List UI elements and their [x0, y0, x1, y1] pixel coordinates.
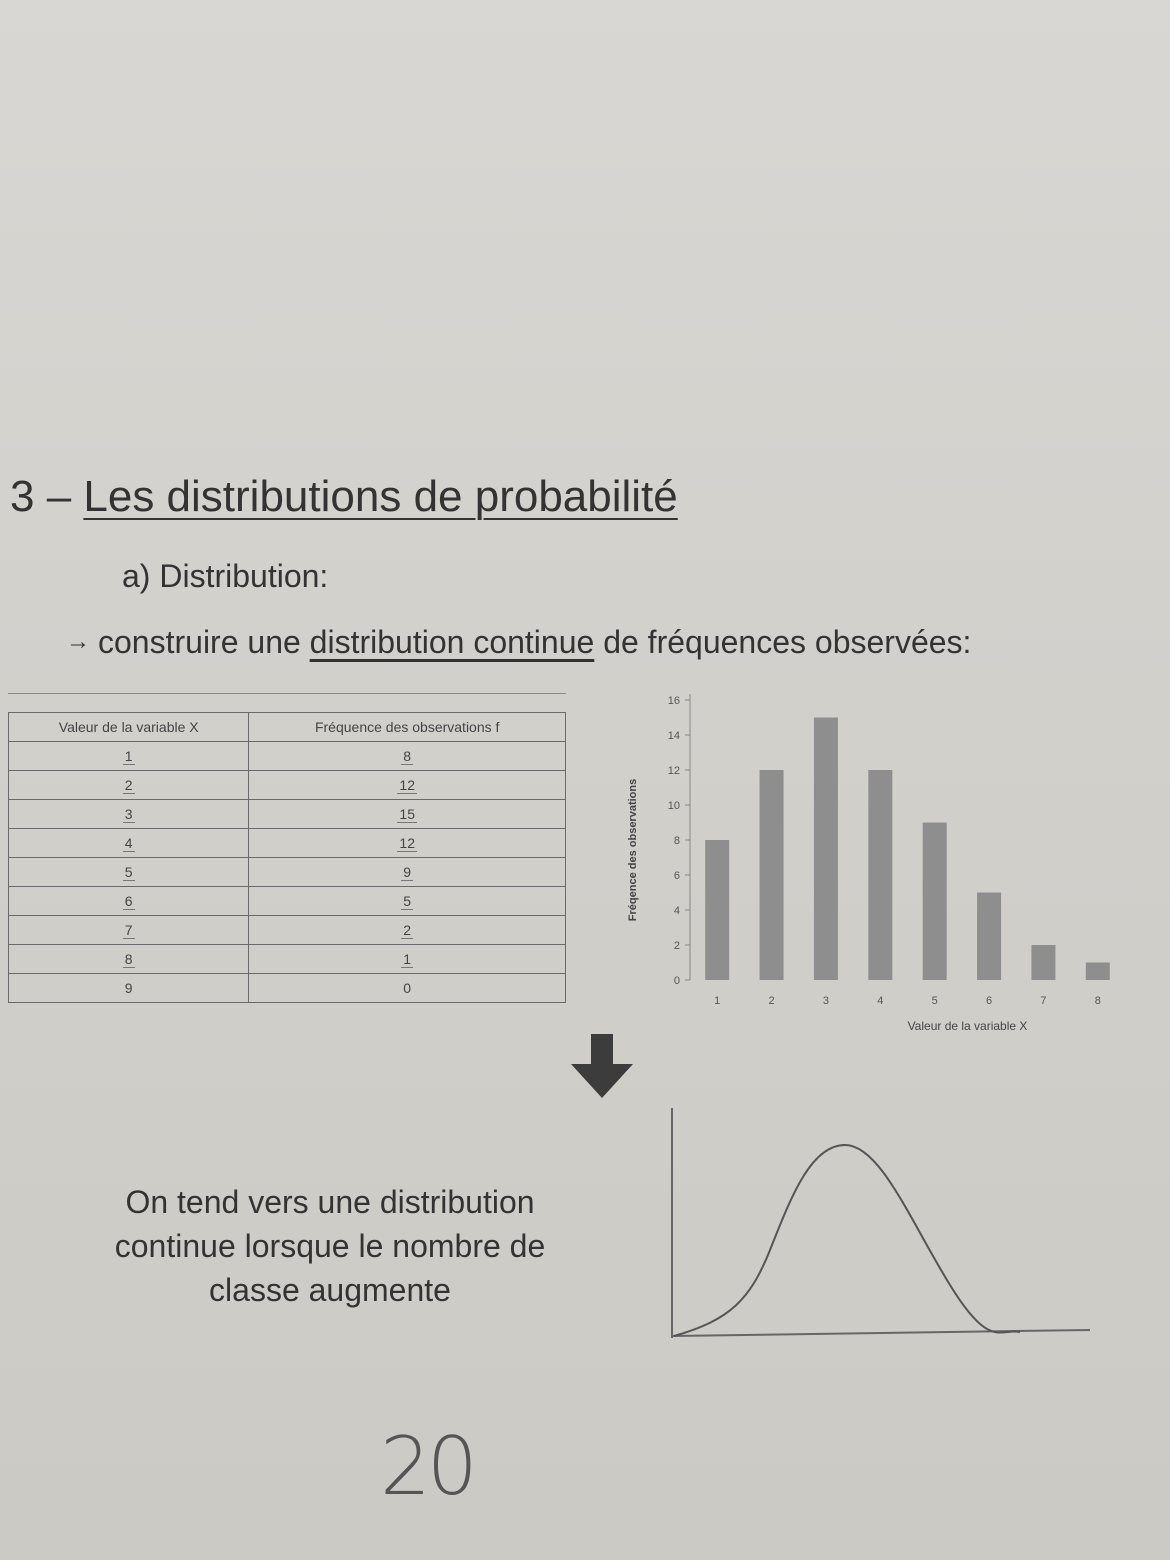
- y-tick-label: 6: [674, 870, 680, 882]
- cell-x-value: 6: [7, 886, 250, 916]
- bar-1: [705, 840, 730, 980]
- bar-4: [868, 770, 893, 980]
- cell-frequency: 9: [248, 857, 566, 887]
- section-number: 3 –: [10, 472, 84, 521]
- lead-suffix: de fréquences observées:: [594, 624, 972, 660]
- cell-frequency: 2: [248, 915, 566, 945]
- y-tick-label: 0: [674, 975, 680, 987]
- caption-line-2: continue lorsque le nombre de: [114, 1228, 546, 1264]
- y-tick-label: 8: [674, 835, 680, 847]
- subsection-title: a) Distribution:: [122, 558, 329, 594]
- curve-x-axis: [671, 1329, 1091, 1337]
- table-body: 1 8 2 12 3 15 4 12 5 9 6 5 7 2 8 1 9 0: [7, 741, 566, 1003]
- bar-3: [813, 717, 838, 980]
- cell-frequency: 12: [248, 828, 566, 858]
- table-row: 4 12: [7, 828, 566, 858]
- cell-frequency: 1: [248, 944, 566, 974]
- y-tick-label: 10: [668, 800, 680, 812]
- cell-x-value: 2: [7, 770, 250, 800]
- cell-frequency: 8: [248, 741, 566, 771]
- table-top-rule: [8, 693, 566, 694]
- y-tick-label: 14: [668, 730, 680, 742]
- section-title-text: Les distributions de probabilité: [83, 472, 678, 521]
- x-tick-label: 7: [1040, 995, 1046, 1007]
- cell-frequency: 15: [248, 799, 566, 829]
- cell-frequency: 0: [248, 973, 566, 1003]
- table-header-row: Valeur de la variable X Fréquence des ob…: [7, 712, 566, 742]
- bar-8: [1085, 962, 1110, 980]
- x-tick-label: 1: [714, 995, 720, 1007]
- frequency-table: Valeur de la variable X Fréquence des ob…: [7, 712, 566, 1003]
- y-tick-label: 2: [674, 940, 680, 952]
- continuous-distribution-curve: [671, 1108, 1091, 1338]
- x-tick-label: 3: [823, 995, 829, 1007]
- cell-frequency: 12: [248, 770, 566, 800]
- x-tick-label: 2: [769, 995, 775, 1007]
- page-number: 20: [380, 1420, 478, 1513]
- cell-x-value: 8: [7, 944, 250, 974]
- cell-x-value: 3: [7, 799, 250, 829]
- header-x: Valeur de la variable X: [7, 712, 250, 742]
- cell-x-value: 1: [7, 741, 250, 771]
- lead-underlined: distribution continue: [309, 624, 595, 660]
- lead-sentence: → construire une distribution continue de…: [66, 624, 971, 661]
- cell-x-value: 7: [7, 915, 250, 945]
- caption-text: On tend vers une distribution continue l…: [70, 1180, 590, 1312]
- x-tick-label: 4: [877, 995, 883, 1007]
- x-tick-label: 8: [1095, 995, 1101, 1007]
- caption-line-3: classe augmente: [209, 1272, 451, 1308]
- bar-6: [977, 892, 1002, 980]
- table-row: 2 12: [7, 770, 566, 800]
- header-f: Fréquence des observations f: [248, 712, 566, 742]
- bar-2: [759, 770, 784, 980]
- arrow-right-icon: →: [66, 628, 90, 655]
- cell-x-value: 5: [7, 857, 250, 887]
- caption-line-1: On tend vers une distribution: [125, 1184, 535, 1220]
- cell-x-value: 9: [7, 973, 250, 1003]
- arrow-down-icon: [571, 1034, 633, 1098]
- table-row: 3 15: [7, 799, 566, 829]
- cell-x-value: 4: [7, 828, 250, 858]
- y-tick-label: 12: [668, 765, 680, 777]
- bar-5: [922, 822, 947, 980]
- y-tick-label: 16: [668, 695, 680, 707]
- x-axis-label: Valeur de la variable X: [908, 1019, 1028, 1033]
- lead-prefix: construire une: [98, 624, 310, 660]
- x-tick-label: 6: [986, 995, 992, 1007]
- x-tick-label: 5: [932, 995, 938, 1007]
- bar-7: [1031, 945, 1056, 980]
- bell-curve: [673, 1143, 1021, 1337]
- section-title: 3 – Les distributions de probabilité: [10, 472, 678, 522]
- y-tick-label: 4: [674, 905, 680, 917]
- cell-frequency: 5: [248, 886, 566, 916]
- y-axis-label: Fréqence des observations: [627, 779, 639, 921]
